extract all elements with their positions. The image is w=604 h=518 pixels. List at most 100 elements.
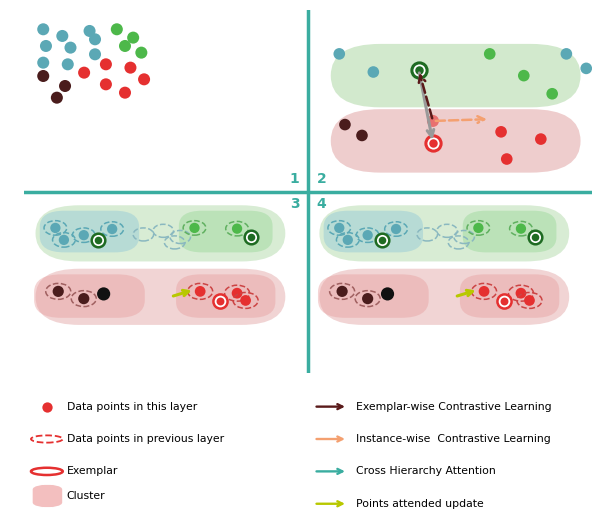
- Point: [101, 80, 111, 89]
- Point: [112, 25, 121, 34]
- Point: [79, 231, 89, 239]
- FancyBboxPatch shape: [36, 205, 285, 262]
- Point: [474, 224, 483, 232]
- Point: [340, 120, 350, 128]
- FancyBboxPatch shape: [320, 269, 569, 325]
- FancyBboxPatch shape: [331, 44, 580, 107]
- Point: [357, 131, 367, 139]
- FancyBboxPatch shape: [176, 275, 275, 318]
- Text: Points attended update: Points attended update: [356, 499, 484, 509]
- Text: Exemplar: Exemplar: [66, 466, 118, 477]
- Point: [39, 72, 48, 80]
- Point: [525, 296, 535, 305]
- FancyBboxPatch shape: [318, 275, 429, 318]
- Point: [39, 59, 48, 67]
- Text: 4: 4: [316, 197, 326, 211]
- FancyBboxPatch shape: [324, 211, 423, 252]
- Point: [499, 297, 509, 305]
- Point: [428, 117, 438, 125]
- Point: [516, 224, 525, 233]
- Point: [246, 233, 256, 241]
- Point: [53, 287, 63, 295]
- Point: [79, 68, 89, 77]
- Point: [51, 224, 60, 232]
- Point: [42, 402, 52, 411]
- Point: [52, 94, 62, 102]
- Point: [335, 50, 344, 58]
- Point: [377, 235, 387, 243]
- Point: [485, 50, 495, 58]
- FancyBboxPatch shape: [331, 109, 580, 172]
- Point: [368, 68, 378, 76]
- Point: [343, 236, 353, 244]
- Point: [140, 75, 149, 83]
- Point: [79, 294, 89, 303]
- Point: [547, 90, 557, 98]
- Point: [383, 290, 393, 298]
- FancyBboxPatch shape: [33, 484, 62, 508]
- Point: [479, 287, 489, 295]
- Point: [582, 64, 591, 73]
- Text: Data points in previous layer: Data points in previous layer: [66, 434, 224, 444]
- Text: 3: 3: [290, 197, 300, 211]
- Text: Cross Hierarchy Attention: Cross Hierarchy Attention: [356, 466, 496, 477]
- FancyBboxPatch shape: [36, 269, 285, 325]
- Point: [241, 296, 251, 305]
- Point: [519, 71, 528, 80]
- Point: [90, 50, 100, 59]
- Point: [246, 233, 256, 241]
- Point: [377, 235, 387, 243]
- FancyBboxPatch shape: [40, 211, 139, 252]
- Point: [562, 50, 571, 58]
- Text: Cluster: Cluster: [66, 491, 105, 501]
- Text: 1: 1: [290, 172, 300, 186]
- Point: [93, 235, 103, 243]
- Point: [93, 235, 103, 243]
- Point: [530, 233, 540, 241]
- Point: [120, 89, 130, 97]
- Point: [335, 224, 344, 232]
- Point: [120, 42, 130, 50]
- Point: [536, 135, 545, 143]
- Point: [232, 224, 242, 233]
- FancyBboxPatch shape: [463, 211, 556, 252]
- Point: [195, 287, 205, 295]
- Point: [414, 66, 423, 75]
- Point: [428, 138, 438, 147]
- Point: [126, 64, 135, 72]
- Point: [391, 225, 401, 233]
- Text: Instance-wise  Contrastive Learning: Instance-wise Contrastive Learning: [356, 434, 551, 444]
- Point: [428, 138, 438, 147]
- FancyBboxPatch shape: [179, 211, 272, 252]
- Point: [502, 155, 512, 163]
- Text: Exemplar-wise Contrastive Learning: Exemplar-wise Contrastive Learning: [356, 401, 552, 412]
- Point: [190, 224, 199, 232]
- Point: [530, 233, 540, 241]
- Point: [41, 42, 51, 50]
- Point: [516, 289, 525, 297]
- Point: [90, 35, 100, 44]
- Point: [337, 287, 347, 295]
- Point: [63, 60, 72, 68]
- Point: [101, 60, 111, 68]
- Point: [137, 49, 146, 57]
- Point: [232, 289, 242, 297]
- Text: Data points in this layer: Data points in this layer: [66, 401, 197, 412]
- Point: [128, 34, 138, 42]
- Point: [39, 25, 48, 34]
- FancyBboxPatch shape: [460, 275, 559, 318]
- Point: [496, 128, 506, 136]
- Point: [363, 294, 373, 303]
- Point: [57, 32, 67, 40]
- Point: [85, 27, 94, 35]
- Point: [414, 66, 423, 75]
- Point: [99, 290, 109, 298]
- Point: [215, 297, 225, 305]
- Point: [59, 236, 69, 244]
- Point: [66, 44, 76, 52]
- Point: [499, 297, 509, 305]
- FancyBboxPatch shape: [320, 205, 569, 262]
- Point: [60, 82, 70, 90]
- Text: 2: 2: [316, 172, 326, 186]
- FancyBboxPatch shape: [34, 275, 145, 318]
